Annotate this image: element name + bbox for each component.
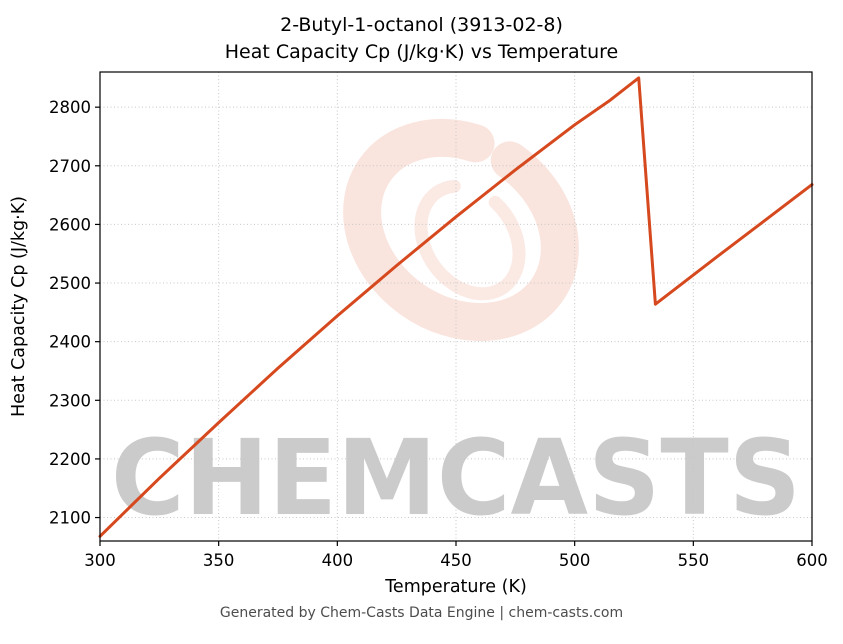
y-axis-label: Heat Capacity Cp (J/kg·K) (9, 196, 29, 417)
x-tick-label: 550 (678, 551, 710, 570)
y-tick-label: 2600 (49, 215, 91, 234)
watermark-ring-icon (343, 118, 579, 342)
y-tick-label: 2700 (49, 157, 91, 176)
chart-title-line2: Heat Capacity Cp (J/kg·K) vs Temperature (224, 41, 619, 63)
x-tick-label: 450 (440, 551, 472, 570)
y-tick-label: 2100 (49, 509, 91, 528)
y-tick-label: 2200 (49, 450, 91, 469)
y-tick-label: 2800 (49, 98, 91, 117)
y-tick-label: 2400 (49, 333, 91, 352)
x-tick-label: 300 (84, 551, 116, 570)
y-tick-label: 2300 (49, 391, 91, 410)
x-tick-label: 400 (322, 551, 354, 570)
series-line (98, 76, 814, 538)
watermark-inner-ring-icon (414, 179, 526, 301)
x-tick-label: 350 (203, 551, 235, 570)
x-tick-label: 500 (559, 551, 591, 570)
chart-title-line1: 2-Butyl-1-octanol (3913-02-8) (280, 14, 563, 36)
footer-text: Generated by Chem-Casts Data Engine | ch… (219, 605, 624, 621)
chart-title: 2-Butyl-1-octanol (3913-02-8) Heat Capac… (0, 12, 843, 66)
x-axis-label: Temperature (K) (384, 577, 527, 597)
x-tick-label: 600 (796, 551, 828, 570)
y-tick-label: 2500 (49, 274, 91, 293)
